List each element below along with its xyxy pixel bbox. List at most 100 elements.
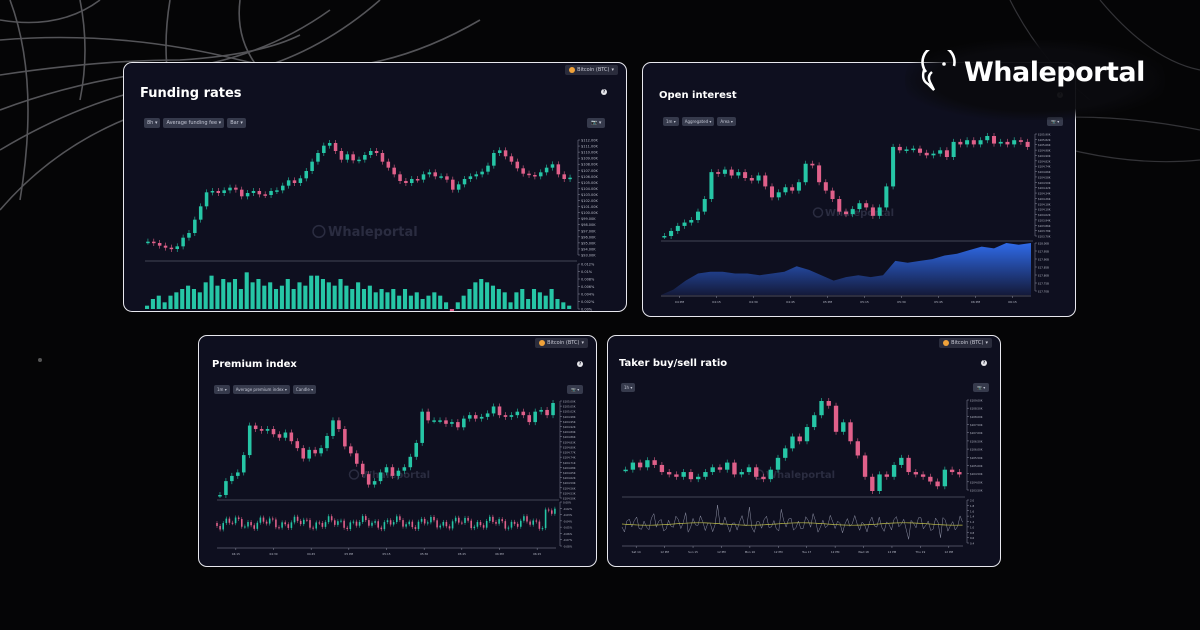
interval-dropdown[interactable]: 1m ▾ bbox=[663, 117, 679, 126]
camera-button[interactable]: 📷 ▾ bbox=[973, 383, 990, 392]
svg-text:Sun 15: Sun 15 bbox=[688, 550, 698, 554]
open-interest-chart[interactable]: Whaleportal $105.90K$105.82K$105.66K $104.… bbox=[655, 131, 1075, 316]
svg-text:$99.00K: $99.00K bbox=[581, 217, 596, 221]
svg-text:$105.50K: $105.50K bbox=[970, 456, 983, 460]
panel-title: Funding rates bbox=[140, 86, 242, 101]
svg-text:Wed 18: Wed 18 bbox=[858, 550, 869, 554]
svg-text:05 PM: 05 PM bbox=[345, 552, 354, 556]
chart-type-dropdown[interactable]: Area ▾ bbox=[717, 117, 736, 126]
chart-controls: 1h ▾ bbox=[621, 383, 636, 392]
funding-chart[interactable]: Whaleportal $112.00K $111.00K $110.00K $109.… bbox=[140, 133, 626, 312]
svg-text:$107.00K: $107.00K bbox=[970, 431, 983, 435]
svg-text:$105.00K: $105.00K bbox=[970, 464, 983, 468]
svg-text:$110.00K: $110.00K bbox=[581, 151, 598, 155]
svg-text:0.008%: 0.008% bbox=[581, 278, 595, 282]
svg-text:$102.00K: $102.00K bbox=[581, 199, 598, 203]
exchange-dropdown[interactable]: Aggregated ▾ bbox=[681, 117, 715, 126]
svg-text:04:30: 04:30 bbox=[749, 300, 758, 304]
interval-dropdown[interactable]: 8h ▾ bbox=[144, 118, 161, 128]
svg-text:$104.74K: $104.74K bbox=[563, 456, 576, 460]
svg-text:$104.59K: $104.59K bbox=[563, 481, 576, 485]
svg-text:Whaleportal: Whaleportal bbox=[361, 470, 430, 481]
svg-text:05:45: 05:45 bbox=[458, 552, 466, 556]
taker-ratio-panel: Bitcoin (BTC) ▾ Taker buy/sell ratio ? 1… bbox=[607, 335, 1001, 567]
svg-text:$104.50K: $104.50K bbox=[563, 497, 576, 501]
coin-selector[interactable]: Bitcoin (BTC) ▾ bbox=[939, 338, 992, 348]
help-icon[interactable]: ? bbox=[981, 360, 987, 366]
svg-text:$104.92K: $104.92K bbox=[563, 425, 576, 429]
svg-text:$104.71K: $104.71K bbox=[563, 461, 576, 465]
open-interest-panel: Open interest ? 1m ▾ Aggregated ▾ Area ▾… bbox=[642, 62, 1076, 317]
svg-text:$105.66K: $105.66K bbox=[1038, 143, 1051, 147]
svg-text:$112.00K: $112.00K bbox=[581, 139, 598, 143]
bitcoin-icon bbox=[569, 67, 576, 73]
svg-text:$104.34K: $104.34K bbox=[1038, 192, 1051, 196]
chart-controls: 1m ▾ Aggregated ▾ Area ▾ bbox=[663, 117, 736, 126]
svg-text:12 PM: 12 PM bbox=[774, 550, 783, 554]
coin-selector[interactable]: Bitcoin (BTC) ▾ bbox=[535, 338, 588, 348]
camera-button[interactable]: 📷 ▾ bbox=[567, 385, 584, 394]
svg-text:-0.05%: -0.05% bbox=[563, 526, 573, 530]
svg-text:$103.86K: $103.86K bbox=[1038, 224, 1051, 228]
svg-text:$104.98K: $104.98K bbox=[563, 415, 576, 419]
svg-text:$104.50K: $104.50K bbox=[970, 472, 983, 476]
svg-text:1.6: 1.6 bbox=[970, 509, 974, 513]
svg-text:$98.00K: $98.00K bbox=[581, 223, 596, 227]
svg-text:0.004%: 0.004% bbox=[581, 293, 595, 297]
svg-text:$105.82K: $105.82K bbox=[1038, 138, 1051, 142]
svg-text:$104.18K: $104.18K bbox=[1038, 202, 1051, 206]
svg-text:$104.26K: $104.26K bbox=[1038, 197, 1051, 201]
svg-text:$104.50K: $104.50K bbox=[1038, 181, 1051, 185]
camera-button[interactable]: 📷 ▾ bbox=[1047, 117, 1064, 126]
svg-text:04:45: 04:45 bbox=[786, 300, 795, 304]
svg-text:05:30: 05:30 bbox=[897, 300, 906, 304]
svg-text:$104.42K: $104.42K bbox=[1038, 186, 1051, 190]
interval-dropdown[interactable]: 1h ▾ bbox=[621, 383, 636, 392]
help-icon[interactable]: ? bbox=[601, 89, 607, 95]
svg-text:$103.94K: $103.94K bbox=[1038, 218, 1051, 222]
chart-type-dropdown[interactable]: Candle ▾ bbox=[292, 385, 317, 394]
svg-text:$17.80B: $17.80B bbox=[1038, 274, 1049, 278]
svg-text:1.8: 1.8 bbox=[970, 504, 974, 508]
svg-text:04:30: 04:30 bbox=[269, 552, 277, 556]
svg-text:$105.90K: $105.90K bbox=[1038, 133, 1051, 137]
svg-text:05 PM: 05 PM bbox=[823, 300, 833, 304]
svg-text:$93.00K: $93.00K bbox=[581, 254, 596, 258]
svg-text:04 PM: 04 PM bbox=[675, 300, 685, 304]
svg-text:$104.10K: $104.10K bbox=[1038, 208, 1051, 212]
svg-text:$104.66K: $104.66K bbox=[1038, 170, 1051, 174]
panel-title: Open interest bbox=[659, 90, 737, 101]
coin-selector[interactable]: Bitcoin (BTC) ▾ bbox=[565, 65, 618, 75]
svg-text:Tue 17: Tue 17 bbox=[801, 550, 811, 554]
svg-text:$105.05K: $105.05K bbox=[563, 405, 576, 409]
svg-text:-0.04%: -0.04% bbox=[563, 519, 573, 523]
svg-text:$101.00K: $101.00K bbox=[581, 205, 598, 209]
taker-ratio-chart[interactable]: Whaleportal $109.00K $108.50K $108.00K $107.… bbox=[618, 396, 1000, 566]
help-icon[interactable]: ? bbox=[577, 361, 583, 367]
svg-text:12 PM: 12 PM bbox=[660, 550, 669, 554]
metric-dropdown[interactable]: Average funding fee ▾ bbox=[163, 118, 225, 128]
svg-text:12 PM: 12 PM bbox=[831, 550, 840, 554]
whale-icon bbox=[921, 50, 956, 91]
svg-text:$18.00B: $18.00B bbox=[1038, 242, 1049, 246]
svg-text:$108.00K: $108.00K bbox=[581, 163, 598, 167]
svg-text:$104.77K: $104.77K bbox=[563, 451, 576, 455]
svg-text:$105.00K: $105.00K bbox=[581, 181, 598, 185]
chart-type-dropdown[interactable]: Bar ▾ bbox=[227, 118, 246, 128]
interval-dropdown[interactable]: 1m ▾ bbox=[214, 385, 230, 394]
svg-text:04:45: 04:45 bbox=[307, 552, 315, 556]
camera-button[interactable]: 📷 ▾ bbox=[587, 118, 606, 128]
premium-index-chart[interactable]: Whaleportal$105.00K$105.05K$105.02K$104.… bbox=[211, 398, 596, 566]
svg-text:0.6: 0.6 bbox=[970, 536, 974, 540]
svg-text:2.0: 2.0 bbox=[970, 499, 974, 503]
chart-controls: 1m ▾ Average premium index ▾ Candle ▾ bbox=[214, 385, 317, 394]
svg-text:Mon 16: Mon 16 bbox=[745, 550, 756, 554]
svg-text:04:15: 04:15 bbox=[712, 300, 721, 304]
metric-dropdown[interactable]: Average premium index ▾ bbox=[232, 385, 290, 394]
svg-text:$108.50K: $108.50K bbox=[970, 407, 983, 411]
svg-text:-0.03%: -0.03% bbox=[563, 513, 573, 517]
svg-text:$104.53K: $104.53K bbox=[563, 491, 576, 495]
svg-text:05:45: 05:45 bbox=[934, 300, 943, 304]
svg-text:$104.65K: $104.65K bbox=[563, 471, 576, 475]
svg-text:$96.00K: $96.00K bbox=[581, 235, 596, 239]
